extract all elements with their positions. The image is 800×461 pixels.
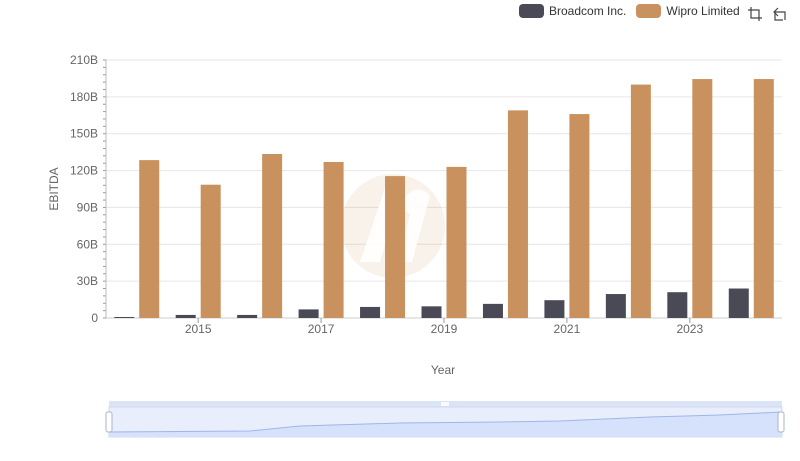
navigator-right-handle[interactable] [777,411,785,433]
bar-wipro-2020[interactable] [507,110,528,318]
bar-broadcom-2015[interactable] [175,314,196,318]
zoom-select-icon[interactable] [747,6,763,22]
x-tick-label: 2015 [185,322,212,336]
bar-wipro-2018[interactable] [385,176,406,318]
bar-broadcom-2016[interactable] [237,314,258,318]
bars [114,79,774,319]
bar-broadcom-2024[interactable] [728,288,749,318]
x-tick-label: 2021 [554,322,581,336]
legend-item-wipro[interactable]: Wipro Limited [636,4,740,18]
bar-broadcom-2021[interactable] [544,300,565,318]
legend-label: Broadcom Inc. [549,4,627,18]
range-navigator[interactable] [105,401,785,438]
y-axis-label: EBITDA [47,167,61,210]
y-tick-label: 90B [77,200,98,214]
y-tick-label: 60B [77,237,98,251]
x-axis: 2015 2017 2019 2021 2023 [185,318,703,336]
bar-broadcom-2019[interactable] [421,306,442,318]
y-tick-label: 150B [70,127,98,141]
y-tick-label: 120B [70,164,98,178]
navigator-drag-grip[interactable] [441,402,449,406]
bar-broadcom-2018[interactable] [360,306,381,318]
navigator-left-handle[interactable] [105,411,113,433]
x-tick-label: 2017 [308,322,335,336]
legend-swatch [636,4,662,18]
bar-wipro-2016[interactable] [262,153,283,318]
y-tick-label: 30B [77,274,98,288]
bar-broadcom-2022[interactable] [605,294,626,318]
legend: Broadcom Inc. Wipro Limited [519,4,750,18]
bar-broadcom-2017[interactable] [298,309,319,318]
legend-item-broadcom[interactable]: Broadcom Inc. [519,4,626,18]
y-tick-label: 180B [70,90,98,104]
x-tick-label: 2023 [676,322,703,336]
bar-broadcom-2020[interactable] [482,303,503,318]
legend-label: Wipro Limited [666,4,740,18]
x-axis-label: Year [431,363,455,377]
bar-broadcom-2023[interactable] [667,292,688,318]
zoom-reset-icon[interactable] [772,6,788,22]
y-axis: 0 30B 60B 90B 120B 150B 180B 210B [70,53,107,325]
y-tick-label: 0 [91,311,98,325]
legend-swatch [519,4,544,18]
x-tick-label: 2019 [431,322,458,336]
bar-wipro-2017[interactable] [323,161,344,318]
bar-wipro-2015[interactable] [200,184,221,318]
bar-wipro-2022[interactable] [630,84,651,318]
y-tick-label: 210B [70,53,98,67]
bar-wipro-2023[interactable] [692,79,713,319]
bar-wipro-2021[interactable] [569,114,590,318]
bar-broadcom-2014[interactable] [114,317,135,318]
bar-wipro-2014[interactable] [139,160,160,318]
bar-wipro-2019[interactable] [446,166,467,318]
bar-wipro-2024[interactable] [753,79,774,319]
